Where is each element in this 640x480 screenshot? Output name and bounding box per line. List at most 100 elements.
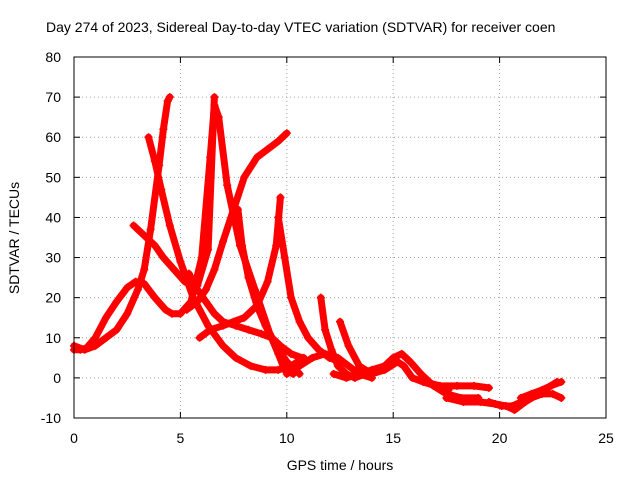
data-point-marker xyxy=(282,369,291,378)
y-tick-label: 10 xyxy=(45,330,61,346)
x-tick-labels: 0 5 10 15 20 25 xyxy=(70,430,614,446)
x-tick-label: 25 xyxy=(598,430,614,446)
data-point-marker xyxy=(476,397,485,406)
data-point-marker xyxy=(165,93,174,102)
data-point-marker xyxy=(261,321,270,330)
data-point-marker xyxy=(406,357,415,366)
data-point-marker xyxy=(91,341,100,350)
data-point-marker xyxy=(176,309,185,318)
data-point-marker xyxy=(333,361,342,370)
data-point-marker xyxy=(308,353,317,362)
data-point-marker xyxy=(159,125,168,134)
data-point-marker xyxy=(553,377,562,386)
data-point-marker xyxy=(201,297,210,306)
series-track-p xyxy=(484,389,566,410)
data-point-marker xyxy=(195,333,204,342)
data-point-marker xyxy=(546,381,555,390)
data-point-marker xyxy=(204,245,213,254)
data-point-marker xyxy=(516,393,525,402)
series-track-i xyxy=(274,213,344,366)
data-point-marker xyxy=(163,97,172,106)
data-point-marker xyxy=(344,341,353,350)
data-point-marker xyxy=(210,265,219,274)
data-point-marker xyxy=(129,221,138,230)
data-point-marker xyxy=(263,145,272,154)
data-point-marker xyxy=(140,265,149,274)
y-axis-label: SDTVAR / TECUs xyxy=(6,182,22,294)
data-point-marker xyxy=(321,349,330,358)
data-point-marker xyxy=(133,285,142,294)
series-band xyxy=(234,205,304,378)
data-point-marker xyxy=(459,397,468,406)
data-point-marker xyxy=(408,373,417,382)
data-point-marker xyxy=(274,213,283,222)
data-point-marker xyxy=(193,297,202,306)
data-point-marker xyxy=(272,241,281,250)
data-point-marker xyxy=(176,257,185,266)
data-point-marker xyxy=(112,297,121,306)
tick-marks xyxy=(73,56,607,419)
data-point-marker xyxy=(336,317,344,326)
data-point-marker xyxy=(206,325,215,334)
data-point-marker xyxy=(416,369,425,378)
data-point-marker xyxy=(218,321,227,330)
data-point-marker xyxy=(210,93,219,102)
chart-title: Day 274 of 2023, Sidereal Day-to-day VTE… xyxy=(46,19,555,35)
y-tick-label: 60 xyxy=(45,129,61,145)
data-point-marker xyxy=(282,129,291,138)
data-point-marker xyxy=(201,285,210,294)
x-tick-label: 20 xyxy=(492,430,508,446)
data-point-marker xyxy=(453,381,462,390)
data-point-marker xyxy=(167,309,176,318)
data-point-marker xyxy=(497,401,506,410)
data-point-marker xyxy=(287,349,296,358)
y-tick-label: 40 xyxy=(45,209,61,225)
data-point-marker xyxy=(157,185,166,194)
data-point-marker xyxy=(280,253,289,262)
data-point-marker xyxy=(189,293,198,302)
data-point-marker xyxy=(484,383,493,392)
data-point-marker xyxy=(146,225,155,234)
data-point-marker xyxy=(389,353,398,362)
data-point-marker xyxy=(244,273,253,282)
y-tick-label: 70 xyxy=(45,89,61,105)
data-point-marker xyxy=(380,361,389,370)
series-band xyxy=(185,270,306,362)
data-point-marker xyxy=(233,205,242,214)
data-point-marker xyxy=(295,317,304,326)
data-point-marker xyxy=(527,389,536,398)
data-point-marker xyxy=(182,305,191,314)
x-tick-label: 0 xyxy=(70,430,78,446)
data-point-marker xyxy=(321,325,330,334)
data-point-marker xyxy=(240,173,249,182)
data-point-marker xyxy=(295,361,304,370)
data-point-marker xyxy=(442,393,451,402)
series-layer xyxy=(70,93,566,414)
plot-frame xyxy=(73,56,607,419)
y-tick-labels: -10 0 10 20 30 40 50 60 70 80 xyxy=(41,49,61,426)
data-point-marker xyxy=(123,309,132,318)
data-point-marker xyxy=(112,325,121,334)
data-point-marker xyxy=(80,345,89,354)
data-point-marker xyxy=(272,341,281,350)
data-point-marker xyxy=(355,369,364,378)
data-point-marker xyxy=(421,377,430,386)
data-point-marker xyxy=(150,293,159,302)
data-point-marker xyxy=(244,325,253,334)
data-point-marker xyxy=(397,349,406,358)
x-tick-label: 5 xyxy=(177,430,185,446)
data-point-marker xyxy=(276,193,285,202)
data-point-marker xyxy=(123,283,132,292)
data-point-marker xyxy=(218,341,227,350)
series-track-b xyxy=(70,93,174,354)
series-track-h xyxy=(233,205,304,378)
data-point-marker xyxy=(91,333,100,342)
data-point-marker xyxy=(508,401,517,410)
y-tick-label: 80 xyxy=(45,49,61,65)
data-point-marker xyxy=(231,353,240,362)
series-band xyxy=(70,93,174,354)
data-point-marker xyxy=(282,357,291,366)
y-tick-label: 20 xyxy=(45,290,61,306)
data-point-marker xyxy=(218,237,227,246)
